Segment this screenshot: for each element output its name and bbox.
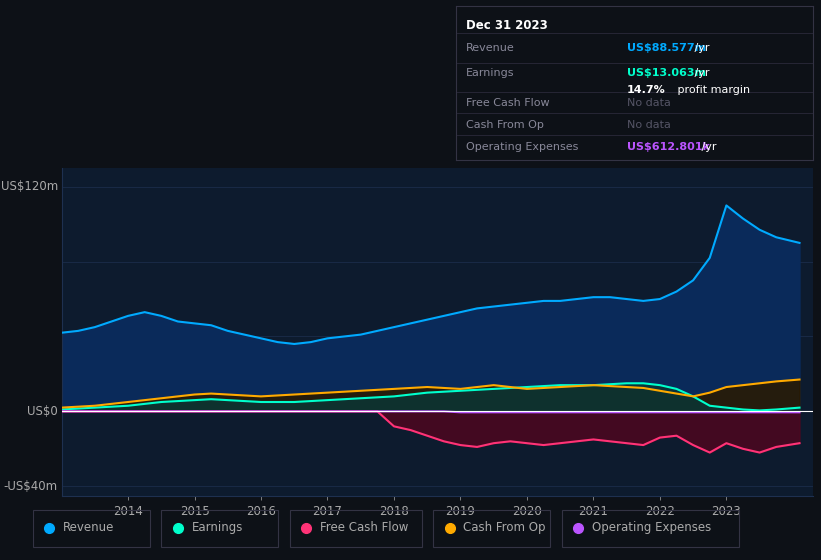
- Text: Free Cash Flow: Free Cash Flow: [466, 99, 550, 109]
- Text: US$88.577m: US$88.577m: [627, 43, 706, 53]
- Text: No data: No data: [627, 99, 671, 109]
- Text: US$612.801k: US$612.801k: [627, 142, 710, 152]
- Text: profit margin: profit margin: [673, 85, 750, 95]
- Text: US$13.063m: US$13.063m: [627, 68, 706, 78]
- Text: US$0: US$0: [27, 405, 57, 418]
- Text: Cash From Op: Cash From Op: [466, 120, 544, 130]
- Text: Cash From Op: Cash From Op: [463, 521, 546, 534]
- Text: 14.7%: 14.7%: [627, 85, 666, 95]
- Text: Operating Expenses: Operating Expenses: [466, 142, 579, 152]
- Text: Operating Expenses: Operating Expenses: [592, 521, 711, 534]
- Text: /yr: /yr: [698, 142, 716, 152]
- Text: -US$40m: -US$40m: [3, 480, 57, 493]
- Text: Free Cash Flow: Free Cash Flow: [320, 521, 408, 534]
- Text: Earnings: Earnings: [191, 521, 243, 534]
- Text: No data: No data: [627, 120, 671, 130]
- Text: Revenue: Revenue: [466, 43, 515, 53]
- Text: /yr: /yr: [691, 68, 710, 78]
- Text: US$120m: US$120m: [1, 180, 57, 193]
- Text: Dec 31 2023: Dec 31 2023: [466, 20, 548, 32]
- Text: /yr: /yr: [691, 43, 710, 53]
- Text: Revenue: Revenue: [63, 521, 114, 534]
- Text: Earnings: Earnings: [466, 68, 515, 78]
